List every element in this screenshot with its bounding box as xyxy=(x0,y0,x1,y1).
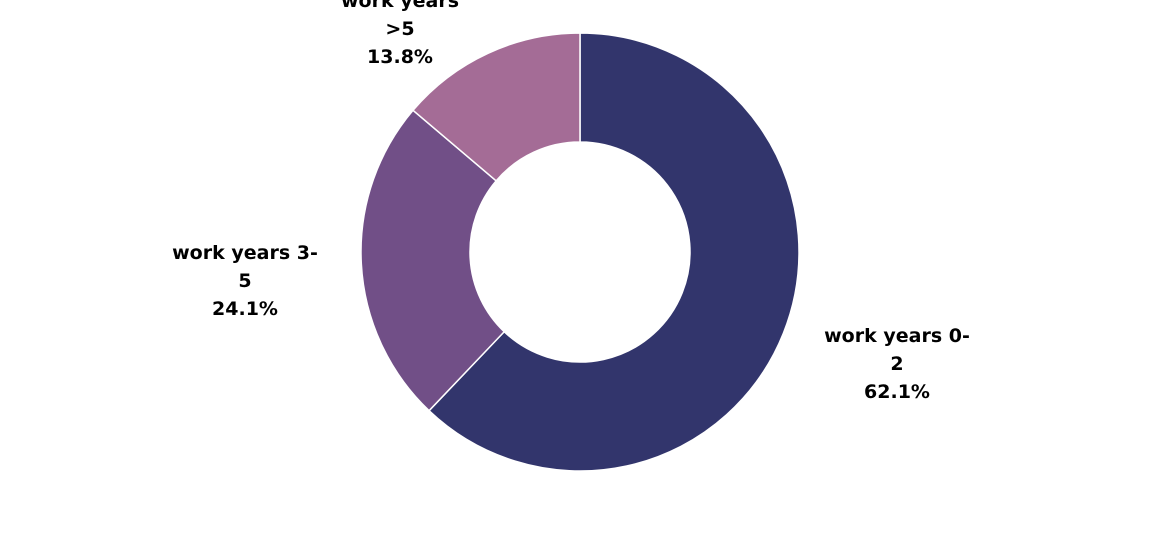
labels-layer: work years 0-2 62.1%work years 3-5 24.1%wo… xyxy=(172,0,970,403)
slice-percent-0: 62.1% xyxy=(864,381,930,403)
slice-label-line-1-0: work years 3- xyxy=(172,242,318,264)
slice-label-line-1-1: 5 xyxy=(238,270,251,292)
slice-label-line-0-0: work years 0- xyxy=(824,325,970,347)
slice-label-line-2-0: work years xyxy=(341,0,459,12)
pie-slice-1 xyxy=(360,109,506,412)
slice-label-line-0-1: 2 xyxy=(890,353,903,375)
slice-label-0: work years 0- 2 62.1% xyxy=(824,325,970,403)
slice-label-2: work years >5 13.8% xyxy=(341,0,459,68)
slice-percent-1: 24.1% xyxy=(212,298,278,320)
slices-layer xyxy=(360,32,800,472)
slice-label-1: work years 3- 5 24.1% xyxy=(172,242,318,320)
slice-percent-2: 13.8% xyxy=(367,46,433,68)
slice-label-line-2-1: >5 xyxy=(385,18,414,40)
pie-slice-2 xyxy=(411,32,581,182)
pie-slice-0 xyxy=(428,32,800,472)
